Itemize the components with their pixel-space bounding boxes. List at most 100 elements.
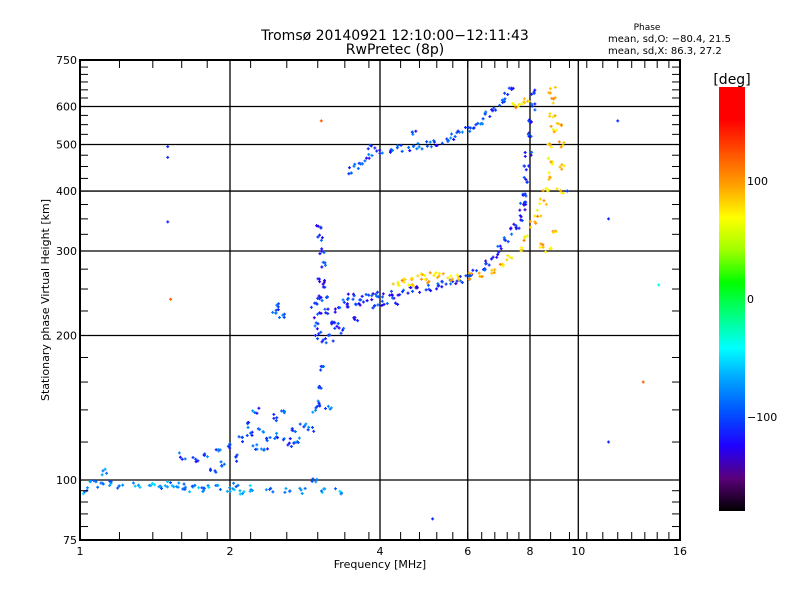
data-point [549,246,553,250]
data-point [548,112,552,116]
data-point [367,153,371,157]
data-point [437,274,441,278]
data-point [522,97,526,101]
data-point [425,144,429,148]
data-point [322,280,326,284]
data-point [335,324,339,328]
data-point [277,316,281,320]
data-point [509,227,513,231]
data-point [196,459,200,463]
data-point [324,341,328,345]
data-point [342,326,346,330]
data-point [322,364,326,368]
data-point [194,460,198,464]
data-point [497,250,501,254]
data-point [272,412,276,416]
data-point [558,165,562,169]
series-7 [657,283,661,287]
data-point [472,126,476,130]
data-point [469,126,473,130]
data-point [333,487,337,491]
data-point [177,481,181,485]
data-point [315,302,319,306]
axis-ticks [80,60,680,540]
data-point [467,277,471,281]
data-point [313,324,317,328]
data-point [226,444,230,448]
data-point [553,85,557,89]
data-point [365,156,369,160]
data-point [440,285,444,289]
data-point [514,106,518,110]
data-point [307,425,311,429]
data-point [105,471,109,475]
data-point [81,492,85,496]
data-point [455,279,459,283]
data-point [160,486,164,490]
data-point [550,162,554,166]
chart-subtitle: RwPretec (8p) [346,42,444,58]
data-point [234,455,238,459]
x-tick-label: 1 [77,545,84,558]
data-point [519,215,523,219]
data-point [407,283,411,287]
data-point [520,102,524,106]
data-point [557,140,561,144]
data-point [396,302,400,306]
x-tick-label: 8 [527,545,534,558]
data-point [524,194,528,198]
data-point [554,128,558,132]
data-point [538,202,542,206]
data-point [411,289,415,293]
data-point [562,141,566,145]
x-axis-label: Frequency [MHz] [334,558,426,571]
data-point [565,189,569,193]
data-point [464,274,468,278]
data-point [316,399,320,403]
data-point [559,145,563,149]
data-point [496,253,500,257]
data-point [523,236,527,240]
data-point [297,436,301,440]
data-point [539,242,543,246]
data-point [456,275,460,279]
data-point [228,446,232,450]
data-point [424,288,428,292]
data-point [314,480,318,484]
data-point [166,155,170,159]
y-tick-label: 100 [56,474,77,487]
data-point [169,297,173,301]
colorbar-tick-label: 0 [747,293,754,306]
data-point [319,119,323,123]
data-point [541,243,545,247]
data-point [208,467,212,471]
data-point [274,311,278,315]
colorbar-label: [deg] [713,72,750,88]
data-point [354,302,358,306]
data-point [296,441,300,445]
data-point [292,441,296,445]
data-point [258,427,262,431]
data-point [527,134,531,138]
x-tick-label: 16 [673,545,687,558]
data-point [408,149,412,153]
data-point [506,92,510,96]
data-point [322,251,326,255]
data-point [213,469,217,473]
data-point [92,479,96,483]
data-point [539,214,543,218]
data-point [138,485,142,489]
data-point [281,438,285,442]
data-point [331,339,335,343]
data-point [353,162,357,166]
data-point [365,299,369,303]
data-point [250,489,254,493]
data-point [290,428,294,432]
data-point [251,409,255,413]
data-point [320,340,324,344]
data-point [372,304,376,308]
data-point [317,332,321,336]
data-point [533,108,537,112]
data-point [446,276,450,280]
data-point [299,488,303,492]
